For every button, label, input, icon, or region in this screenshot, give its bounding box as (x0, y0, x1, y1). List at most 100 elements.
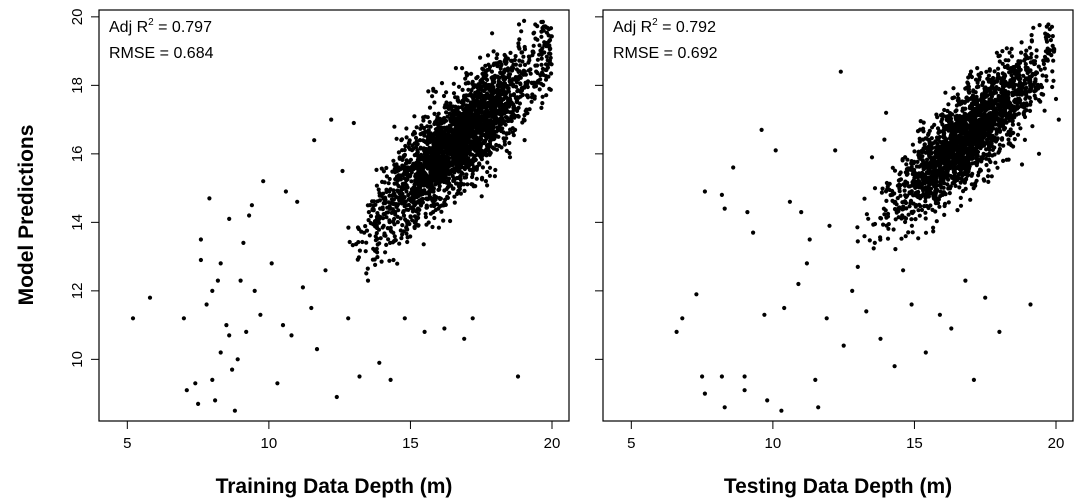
data-point (531, 31, 536, 36)
data-point (258, 312, 263, 317)
data-point (249, 203, 254, 208)
data-point (427, 183, 432, 188)
data-point (404, 189, 409, 194)
data-point (917, 136, 922, 141)
data-point (967, 147, 972, 152)
data-point (1017, 92, 1022, 97)
stat-r2-right: Adj R2 = 0.792 (613, 17, 716, 36)
data-point (906, 212, 911, 217)
data-point (903, 170, 908, 175)
data-point (364, 271, 369, 276)
data-point (1028, 99, 1033, 104)
data-point (977, 74, 982, 80)
data-point (261, 179, 266, 184)
data-point (356, 240, 361, 245)
data-point (477, 94, 482, 99)
data-point (997, 103, 1002, 108)
data-point (951, 86, 956, 91)
data-point (387, 258, 392, 263)
data-point (540, 25, 545, 31)
data-point (1006, 141, 1011, 146)
data-point (923, 230, 929, 235)
data-point (500, 126, 505, 131)
data-point (375, 250, 380, 255)
data-point (497, 123, 502, 128)
data-point (380, 225, 385, 230)
data-point (1016, 122, 1021, 127)
data-point (1042, 66, 1047, 71)
data-point (456, 119, 461, 124)
data-point (1042, 108, 1047, 113)
data-point (487, 87, 492, 92)
data-point (388, 240, 393, 245)
data-point (508, 93, 513, 98)
data-point (987, 157, 992, 162)
data-point (916, 208, 921, 213)
data-point (702, 189, 708, 194)
data-point (513, 113, 518, 119)
data-point (923, 210, 928, 215)
data-point (412, 203, 417, 208)
data-point (215, 278, 220, 283)
data-point (439, 203, 444, 208)
data-point (445, 167, 450, 172)
data-point (432, 193, 437, 198)
data-point (970, 150, 976, 155)
data-point (920, 148, 926, 153)
data-point (269, 261, 274, 266)
data-point (398, 173, 403, 178)
data-point (466, 119, 471, 124)
data-point (841, 343, 846, 348)
data-point (460, 115, 465, 120)
data-point (516, 105, 521, 110)
data-point (540, 94, 545, 99)
data-point (940, 174, 945, 180)
data-point (247, 213, 252, 218)
data-point (408, 197, 413, 203)
data-point (997, 59, 1002, 64)
data-point (923, 216, 928, 221)
data-point (380, 179, 385, 184)
data-point (1039, 91, 1044, 97)
data-point (525, 79, 531, 84)
data-point (447, 135, 452, 140)
data-point (424, 196, 429, 201)
data-point (489, 75, 494, 80)
data-point (435, 173, 440, 178)
data-point (491, 62, 496, 68)
data-point (931, 229, 936, 234)
data-point (373, 238, 378, 243)
data-point (903, 219, 908, 225)
data-point (934, 219, 939, 224)
data-point (414, 125, 419, 130)
data-point (467, 162, 472, 167)
data-point (395, 261, 400, 266)
data-point (942, 135, 947, 140)
data-point (900, 157, 905, 162)
data-point (374, 167, 379, 172)
data-point (949, 163, 954, 169)
data-point (1001, 76, 1007, 81)
data-point (988, 123, 994, 128)
data-point (454, 167, 459, 173)
data-point (1018, 126, 1023, 131)
data-point (380, 216, 386, 221)
data-point (958, 195, 963, 200)
data-point (959, 176, 964, 181)
data-point (751, 230, 756, 235)
data-point (946, 161, 952, 166)
data-point (384, 215, 389, 220)
data-point (532, 81, 537, 86)
data-point (1018, 76, 1023, 81)
data-point (919, 183, 925, 188)
data-point (946, 177, 951, 182)
data-point (515, 89, 520, 94)
data-point (489, 113, 494, 118)
data-point (411, 185, 416, 190)
data-point (937, 169, 943, 174)
data-point (547, 58, 553, 63)
data-point (496, 117, 501, 122)
data-point (939, 150, 945, 155)
data-point (502, 52, 507, 58)
data-point (431, 142, 436, 147)
